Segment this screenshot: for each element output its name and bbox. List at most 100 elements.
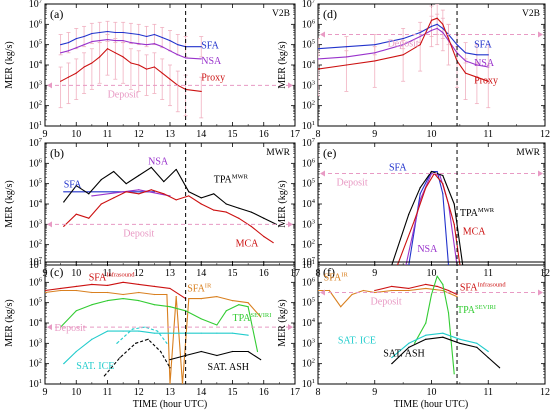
label-proxy: Proxy bbox=[201, 72, 225, 83]
data-point bbox=[122, 281, 124, 283]
label-sat-ash: SAT. ASH bbox=[208, 362, 250, 373]
data-point bbox=[442, 27, 444, 29]
data-point bbox=[442, 283, 444, 285]
data-point bbox=[200, 58, 202, 60]
y-tick-label: 102 bbox=[29, 358, 42, 370]
deposit-arrow-right bbox=[538, 31, 543, 38]
label-tpa-seviri: TPASEVIRI bbox=[233, 312, 272, 324]
y-tick-label: 107 bbox=[302, 137, 316, 149]
data-point bbox=[200, 298, 202, 300]
y-tick-label: 102 bbox=[302, 239, 315, 251]
data-point bbox=[88, 193, 90, 195]
panel-label: (d) bbox=[323, 7, 337, 21]
data-point bbox=[408, 213, 410, 215]
panel-label: (e) bbox=[323, 146, 336, 160]
label-tpa-seviri: TPASEVIRI bbox=[457, 304, 496, 316]
data-point bbox=[153, 33, 155, 36]
x-tick-label: 14 bbox=[196, 268, 206, 279]
data-point bbox=[169, 40, 171, 42]
data-point bbox=[75, 213, 77, 215]
data-point bbox=[318, 58, 319, 60]
data-point bbox=[106, 291, 109, 294]
y-tick-label: 106 bbox=[302, 18, 316, 30]
data-point bbox=[419, 44, 421, 46]
y-axis-label: MER (kg/s) bbox=[4, 41, 15, 89]
data-point bbox=[99, 40, 101, 42]
data-point bbox=[442, 31, 444, 34]
x-tick-label: 14 bbox=[196, 387, 206, 398]
data-point bbox=[122, 298, 124, 300]
data-point bbox=[60, 80, 62, 82]
x-tick-label: 9 bbox=[372, 387, 377, 398]
data-point bbox=[345, 64, 347, 66]
data-point bbox=[138, 33, 140, 36]
label-nsa: NSA bbox=[417, 244, 438, 255]
series-mca bbox=[63, 189, 274, 244]
data-point bbox=[125, 183, 127, 185]
x-tick-label: 14 bbox=[196, 129, 206, 140]
series-tpa-mwr bbox=[63, 166, 277, 225]
data-point bbox=[247, 302, 249, 304]
data-point bbox=[442, 332, 444, 334]
data-point bbox=[238, 217, 240, 219]
deposit-arrow-right bbox=[288, 82, 293, 89]
y-tick-label: 101 bbox=[29, 120, 42, 132]
data-point bbox=[447, 289, 450, 292]
data-point bbox=[130, 62, 132, 64]
data-point bbox=[60, 326, 62, 328]
y-tick-label: 106 bbox=[302, 157, 316, 169]
data-point bbox=[247, 334, 249, 336]
data-point bbox=[150, 166, 152, 168]
data-point bbox=[138, 43, 140, 45]
data-point bbox=[374, 291, 376, 294]
data-point bbox=[456, 44, 458, 46]
data-point bbox=[391, 363, 393, 365]
data-point bbox=[99, 31, 101, 34]
data-point bbox=[436, 17, 438, 19]
data-point bbox=[75, 37, 77, 40]
data-point bbox=[200, 90, 202, 93]
data-point bbox=[75, 289, 77, 292]
label-nsa: NSA bbox=[201, 56, 222, 67]
y-tick-label: 107 bbox=[29, 256, 43, 268]
data-point bbox=[487, 54, 489, 56]
deposit-arrow-left bbox=[320, 170, 325, 177]
y-tick-label: 101 bbox=[302, 259, 315, 271]
data-point bbox=[439, 174, 441, 177]
data-point bbox=[91, 32, 93, 35]
y-axis-label: MER (kg/s) bbox=[277, 180, 288, 228]
data-point bbox=[225, 211, 227, 213]
data-point bbox=[122, 40, 124, 42]
series-sfa bbox=[60, 30, 202, 48]
data-point bbox=[462, 264, 464, 265]
label-deposit: Deposit bbox=[108, 89, 139, 100]
data-point bbox=[487, 66, 489, 68]
data-point bbox=[408, 289, 410, 292]
data-point bbox=[130, 42, 132, 44]
data-point bbox=[188, 191, 190, 193]
data-point bbox=[45, 291, 46, 294]
data-point bbox=[408, 346, 410, 348]
data-point bbox=[106, 48, 109, 50]
data-point bbox=[91, 304, 93, 306]
data-point bbox=[456, 295, 458, 298]
data-point bbox=[351, 293, 353, 296]
data-point bbox=[161, 72, 163, 74]
x-tick-label: 10 bbox=[71, 387, 81, 398]
label-deposit: Deposit bbox=[336, 178, 367, 189]
data-point bbox=[447, 37, 450, 40]
data-point bbox=[122, 56, 124, 58]
data-point bbox=[153, 332, 155, 334]
data-point bbox=[83, 35, 85, 38]
y-tick-label: 101 bbox=[302, 378, 315, 390]
data-point bbox=[225, 203, 227, 205]
data-point bbox=[122, 31, 124, 34]
data-point bbox=[145, 44, 148, 46]
x-tick-label: 17 bbox=[290, 129, 300, 140]
data-point bbox=[200, 197, 202, 199]
y-tick-label: 103 bbox=[29, 218, 42, 230]
data-point bbox=[476, 76, 478, 78]
data-point bbox=[169, 383, 171, 384]
series-sat-ash-dashed bbox=[103, 338, 171, 377]
